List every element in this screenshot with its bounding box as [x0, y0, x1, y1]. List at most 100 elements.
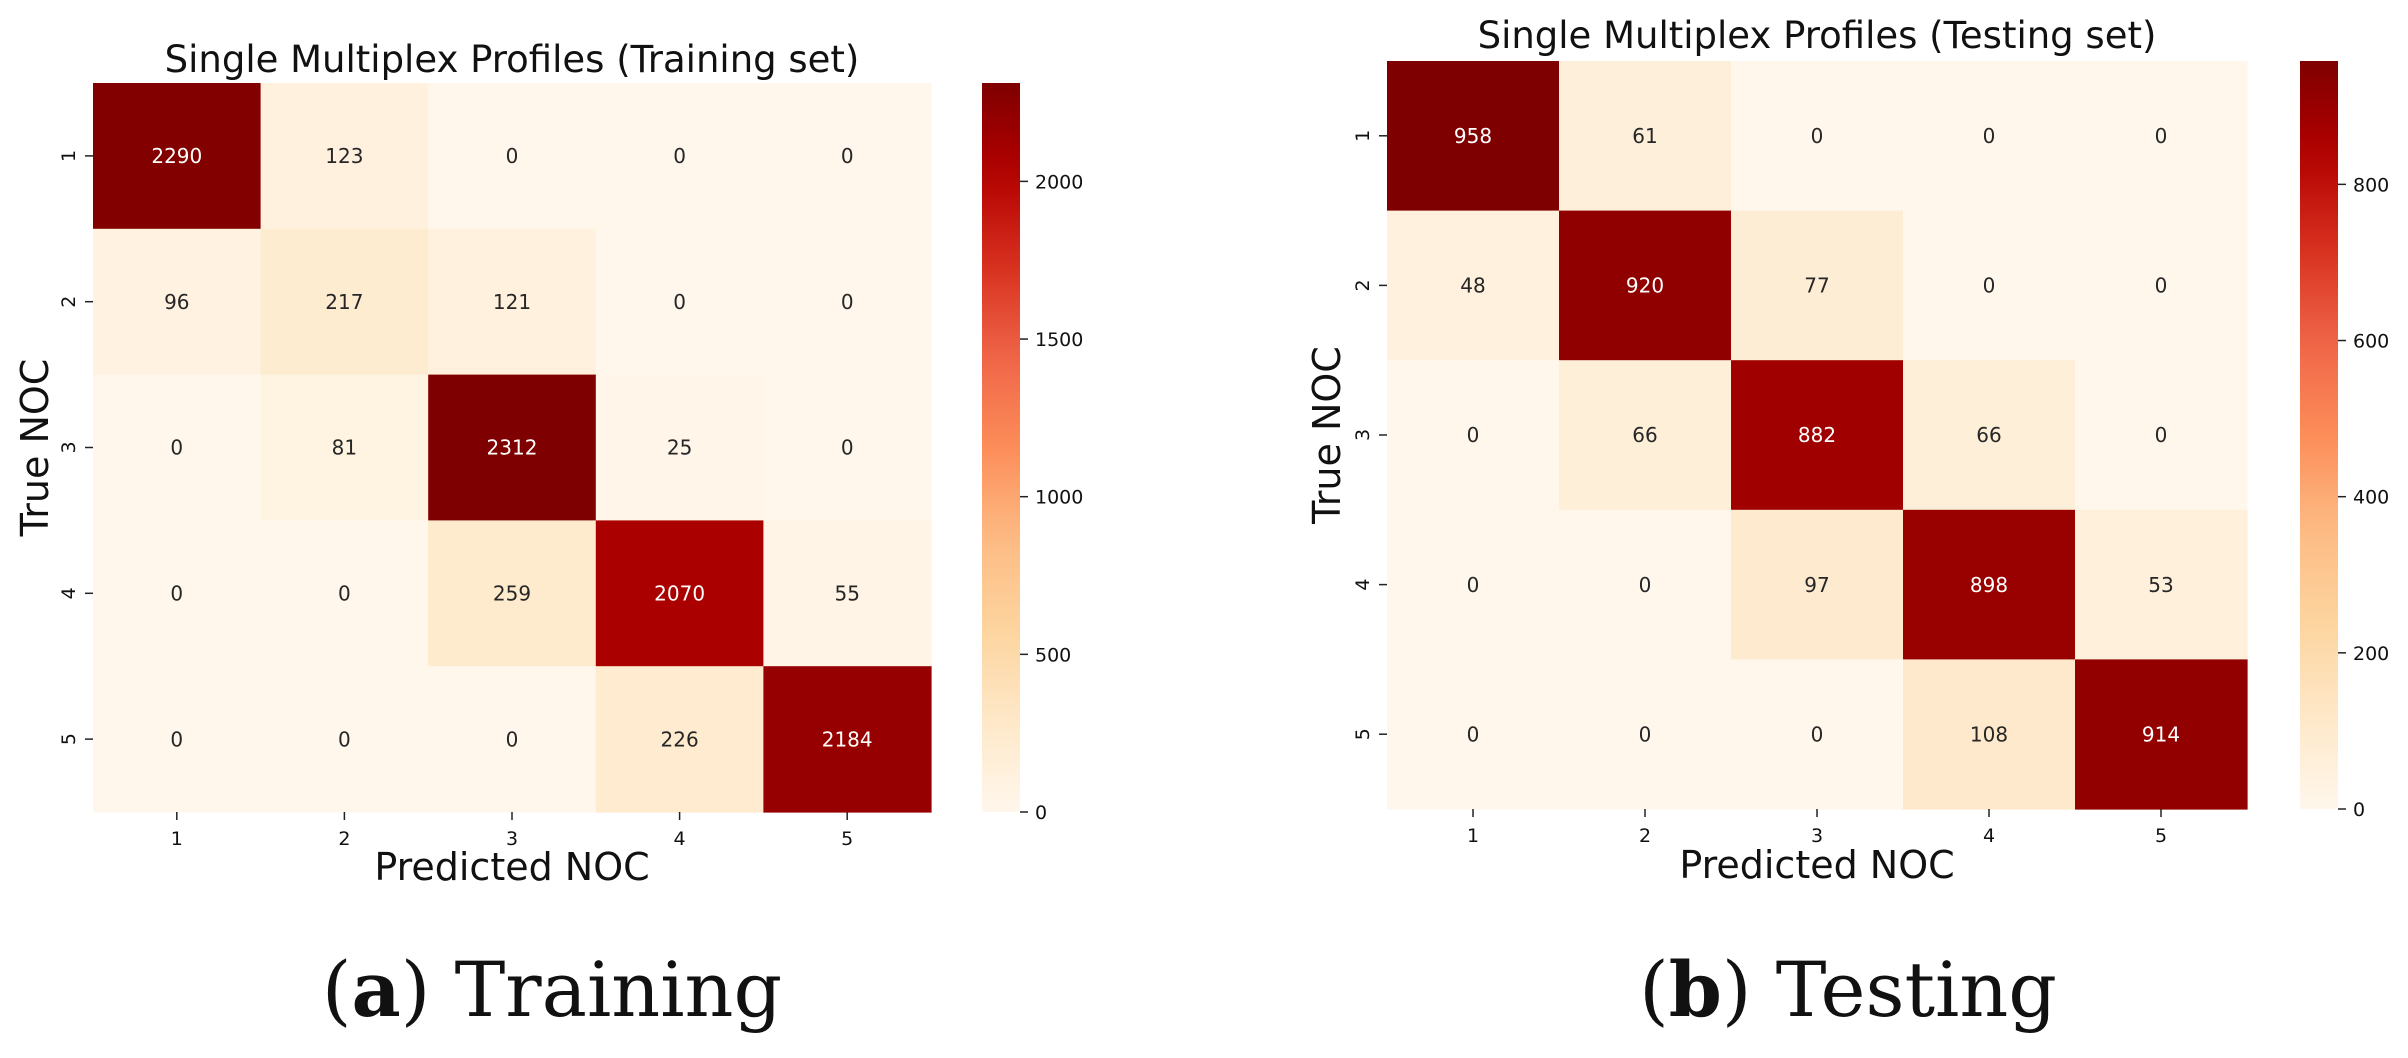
heatmap-cell-r3-c3: [1731, 360, 1904, 511]
cell-label-r2-c5: 0: [841, 290, 854, 314]
cell-label-r1-c3: 0: [506, 144, 519, 168]
heatmap-cell-r3-c5: [763, 374, 932, 521]
cell-label-r3-c2: 66: [1632, 423, 1657, 447]
cell-label-r1-c4: 0: [673, 144, 686, 168]
colorbar-tick-label: 600: [2353, 331, 2389, 353]
heatmap-cell-r2-c4: [595, 228, 764, 376]
cell-label-r5-c4: 226: [661, 727, 699, 751]
y-tick-label: 3: [1352, 429, 1374, 441]
x-tick-label: 1: [171, 828, 183, 850]
cell-label-r5-c1: 0: [170, 727, 183, 751]
cell-label-r4-c2: 0: [1639, 573, 1652, 597]
heatmap-cell-r1-c5: [2075, 61, 2248, 212]
y-tick-label: 4: [1352, 579, 1374, 591]
chart-title: Single Multiplex Profiles (Testing set): [1478, 14, 2157, 57]
cell-label-r5-c5: 914: [2142, 722, 2180, 746]
heatmap-cell-r5-c5: [2075, 659, 2248, 810]
x-axis-label: Predicted NOC: [1679, 843, 1954, 887]
heatmap-cell-r2-c1: [93, 228, 262, 376]
heatmap-cell-r4-c1: [1387, 509, 1560, 660]
cell-label-r1-c5: 0: [2155, 124, 2168, 148]
cell-label-r4-c4: 2070: [654, 582, 705, 606]
cell-label-r3-c5: 0: [2155, 423, 2168, 447]
cell-label-r5-c2: 0: [338, 727, 351, 751]
caption-a-text: Training: [454, 945, 783, 1034]
colorbar-tick-label: 400: [2353, 487, 2389, 509]
colorbar: [2300, 61, 2338, 809]
cell-label-r4-c5: 53: [2148, 573, 2173, 597]
cell-label-r5-c5: 2184: [822, 727, 873, 751]
cell-label-r1-c3: 0: [1811, 124, 1824, 148]
heatmap-panel-2: Single Multiplex Profiles (Testing set) 9…: [1305, 14, 2389, 887]
colorbar: [982, 83, 1020, 812]
heatmap-cell-r1-c1: [93, 83, 262, 230]
heatmap-cell-r1-c4: [1903, 61, 2076, 212]
colorbar-tick-label: 2000: [1035, 171, 1083, 193]
heatmap-cell-r4-c2: [1559, 509, 1732, 660]
y-tick-label: 5: [58, 733, 80, 745]
cell-label-r3-c3: 2312: [487, 436, 538, 460]
caption-a-letter: a: [351, 945, 401, 1034]
cell-label-r2-c1: 96: [164, 290, 189, 314]
caption-a: (a) Training: [321, 945, 783, 1034]
colorbar-tick-label: 1000: [1035, 487, 1083, 509]
heatmap-cell-r5-c1: [93, 666, 262, 813]
cell-label-r4-c1: 0: [1467, 573, 1480, 597]
heatmap-cell-r3-c4: [595, 374, 764, 521]
heatmap-cell-r3-c1: [1387, 360, 1560, 511]
cell-label-r5-c2: 0: [1639, 722, 1652, 746]
cell-label-r4-c2: 0: [338, 582, 351, 606]
cell-label-r4-c3: 259: [493, 582, 531, 606]
heatmap-cell-r4-c5: [763, 520, 932, 667]
y-tick-label: 4: [58, 587, 80, 599]
caption-b-letter: b: [1668, 945, 1722, 1034]
cell-label-r1-c2: 123: [325, 144, 363, 168]
heatmap-cell-r2-c5: [2075, 210, 2248, 361]
heatmap-cell-r1-c4: [595, 83, 764, 230]
cell-label-r2-c2: 920: [1626, 274, 1664, 298]
heatmap-cell-r2-c3: [1731, 210, 1904, 361]
chart-title: Single Multiplex Profiles (Training set): [165, 38, 860, 81]
heatmap-cell-r4-c3: [1731, 509, 1904, 660]
colorbar-tick-label: 800: [2353, 174, 2389, 196]
cell-label-r3-c2: 81: [332, 436, 357, 460]
caption-b: (b) Testing: [1639, 945, 2057, 1034]
x-tick-label: 4: [1983, 825, 1995, 847]
y-tick-label: 5: [1352, 728, 1374, 740]
colorbar-tick-label: 0: [2353, 799, 2365, 821]
heatmap-cell-r2-c4: [1903, 210, 2076, 361]
cell-label-r2-c3: 121: [493, 290, 531, 314]
cell-label-r1-c1: 958: [1454, 124, 1492, 148]
cell-label-r2-c4: 0: [673, 290, 686, 314]
y-axis-label: True NOC: [13, 359, 57, 538]
heatmap-cell-r5-c1: [1387, 659, 1560, 810]
cell-label-r4-c1: 0: [170, 582, 183, 606]
heatmap-cell-r1-c3: [1731, 61, 1904, 212]
heatmap-cell-r3-c2: [1559, 360, 1732, 511]
heatmap-cell-r2-c1: [1387, 210, 1560, 361]
y-tick-label: 3: [58, 441, 80, 453]
y-tick-label: 2: [58, 296, 80, 308]
cell-label-r2-c1: 48: [1460, 274, 1485, 298]
heatmap-cell-r2-c5: [763, 228, 932, 376]
heatmap-cell-r4-c4: [1903, 509, 2076, 660]
x-axis-label: Predicted NOC: [374, 845, 649, 889]
cell-label-r2-c3: 77: [1804, 274, 1829, 298]
x-tick-label: 5: [841, 828, 853, 850]
x-tick-label: 2: [1639, 825, 1651, 847]
heatmap-cell-r5-c3: [428, 666, 597, 813]
cell-label-r2-c4: 0: [1983, 274, 1996, 298]
cell-label-r5-c4: 108: [1970, 722, 2008, 746]
cell-label-r3-c4: 25: [667, 436, 692, 460]
cell-label-r1-c1: 2290: [151, 144, 202, 168]
heatmap-cell-r1-c2: [260, 83, 429, 230]
cell-label-r4-c3: 97: [1804, 573, 1829, 597]
heatmap-cell-r3-c3: [428, 374, 597, 521]
heatmap-cell-r3-c5: [2075, 360, 2248, 511]
y-tick-label: 1: [1352, 130, 1374, 142]
x-tick-label: 2: [338, 828, 350, 850]
heatmap-cell-r1-c5: [763, 83, 932, 230]
heatmap-cell-r1-c3: [428, 83, 597, 230]
colorbar-tick-label: 1500: [1035, 329, 1083, 351]
